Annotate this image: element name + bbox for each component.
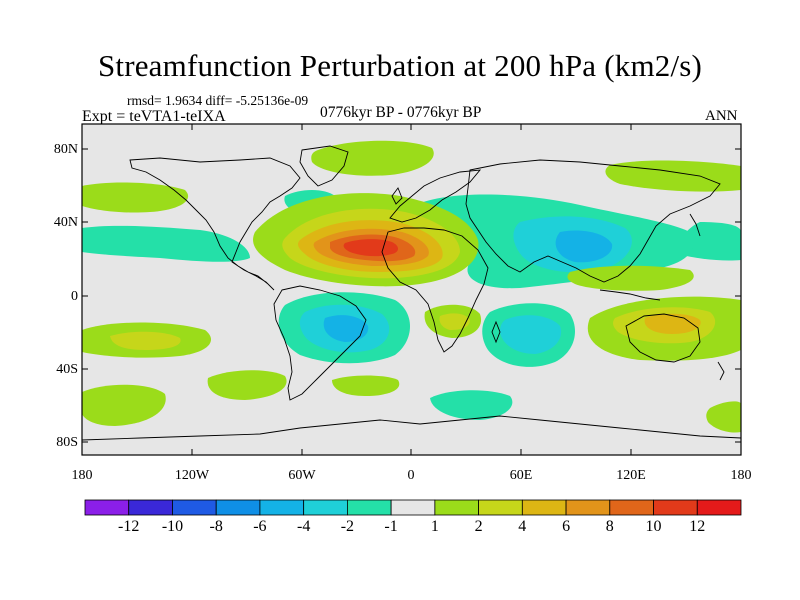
coast-africa xyxy=(381,227,489,353)
colorbar-box xyxy=(696,499,742,516)
colorbar-box xyxy=(215,499,261,516)
contour-north-pacific-east-pos xyxy=(567,265,694,291)
coastlines xyxy=(82,145,741,441)
coast-antarctica xyxy=(82,415,741,441)
coast-asia xyxy=(465,159,721,283)
coast-europe xyxy=(389,169,482,223)
coast-greenland xyxy=(299,145,349,187)
lon-label-120e: 120E xyxy=(616,468,646,483)
period-label: 0776kyr BP - 0776kyr BP xyxy=(320,104,482,121)
colorbar-tick-label: -1 xyxy=(384,518,398,535)
colorbar-tick-label: 2 xyxy=(474,518,483,535)
lon-label-0: 0 xyxy=(407,468,415,483)
contour-north-pacific-neg xyxy=(82,225,250,262)
coast-north-america xyxy=(129,157,301,291)
colorbar-box xyxy=(172,499,217,516)
colorbar-tick-label: 1 xyxy=(430,518,439,535)
colorbar-box xyxy=(609,499,654,516)
lon-label-180e: 180 xyxy=(730,468,752,483)
colorbar-box xyxy=(565,499,611,516)
lat-label-80s: 80S xyxy=(56,435,78,450)
colorbar-tick-label: 10 xyxy=(645,518,662,535)
lat-label-0: 0 xyxy=(71,289,78,304)
contour-south-atlantic-neg xyxy=(430,390,513,420)
colorbar-tick-label: 12 xyxy=(689,518,706,535)
contour-south-atlantic-mid xyxy=(332,375,400,396)
lat-label-40n: 40N xyxy=(53,215,78,230)
coast-australia xyxy=(625,313,701,363)
coast-uk xyxy=(391,187,403,205)
colorbar-box xyxy=(521,499,567,516)
contour-africa-2 xyxy=(439,313,470,330)
colorbar-box xyxy=(84,499,130,516)
colorbar-tick-label: -8 xyxy=(209,518,223,535)
coast-japan xyxy=(689,213,701,237)
coast-new-zealand xyxy=(717,361,725,381)
colorbar-box xyxy=(128,499,173,516)
axis-ticks xyxy=(82,124,741,455)
colorbar-box xyxy=(478,499,523,516)
lon-label-60e: 60E xyxy=(509,468,533,483)
contour-asia-core2 xyxy=(555,230,613,263)
contour-australia-4 xyxy=(644,313,701,334)
colorbar-tick-label: 8 xyxy=(605,518,614,535)
experiment-label: Expt = teVTA1-teIXA xyxy=(82,108,226,125)
colorbar-tick-label: -2 xyxy=(340,518,355,535)
colorbar-tick-label: -6 xyxy=(253,518,267,535)
colorbar-box xyxy=(390,499,436,516)
colorbar-box xyxy=(653,499,698,516)
lon-label-180w: 180 xyxy=(71,468,93,483)
stats-line: rmsd= 1.9634 diff= -5.25136e-09 xyxy=(127,93,309,108)
contour-south-pacific-2 xyxy=(110,331,181,350)
colorbar-box xyxy=(303,499,348,516)
contour-north-pacific-pos xyxy=(82,182,189,213)
colorbar-box xyxy=(434,499,479,516)
lon-label-60w: 60W xyxy=(288,468,316,483)
contour-south-america-core2 xyxy=(323,315,369,342)
lon-label-120w: 120W xyxy=(174,468,210,483)
colorbar-tick-label: -10 xyxy=(161,518,184,535)
colorbar-tick-label: -12 xyxy=(118,518,140,535)
colorbar xyxy=(84,499,742,516)
colorbar-box xyxy=(346,499,392,516)
colorbar-tick-label: -4 xyxy=(297,518,311,535)
colorbar-tick-label: 6 xyxy=(562,518,571,535)
colorbar-tick-label: 4 xyxy=(518,518,527,535)
lat-label-40s: 40S xyxy=(56,362,78,377)
coast-south-america xyxy=(273,285,367,401)
contour-south-pacific-south xyxy=(82,384,166,426)
lat-label-80n: 80N xyxy=(53,142,78,157)
contour-indian-core xyxy=(500,315,562,354)
contour-south-pacific-mid xyxy=(207,370,287,400)
map-title: Streamfunction Perturbation at 200 hPa (… xyxy=(97,48,703,83)
contour-east-edge-pos xyxy=(706,401,741,433)
colorbar-box xyxy=(259,499,305,516)
season-label: ANN xyxy=(705,108,738,124)
coast-indonesia xyxy=(599,289,661,301)
coast-madagascar xyxy=(491,320,501,344)
